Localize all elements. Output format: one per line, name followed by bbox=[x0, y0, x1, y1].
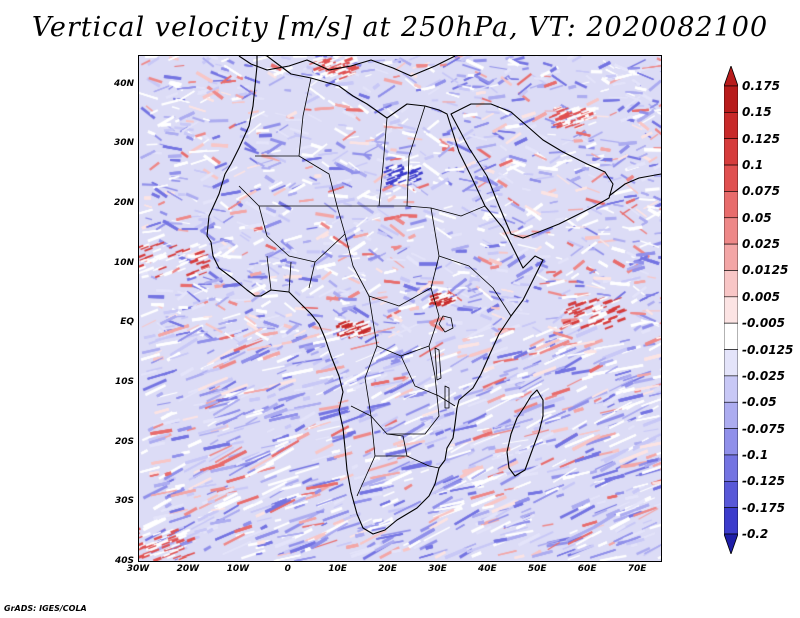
lat-tick-label: 40N bbox=[113, 78, 134, 89]
colorbar-tick-label: -0.05 bbox=[742, 395, 777, 410]
colorbar-swatch bbox=[724, 112, 738, 140]
lat-tick-label: EQ bbox=[120, 317, 134, 328]
lon-tick-label: 20W bbox=[176, 564, 200, 574]
lon-tick-label: 10W bbox=[226, 564, 250, 574]
colorbar-tick-label: -0.1 bbox=[742, 447, 769, 462]
colorbar-swatch bbox=[724, 507, 738, 535]
colorbar-tick-label: -0.175 bbox=[742, 500, 785, 515]
lat-tick-label: 20S bbox=[114, 436, 134, 447]
lat-tick-label: 10N bbox=[113, 257, 134, 268]
colorbar-tick-label: -0.2 bbox=[742, 527, 769, 541]
lon-tick-label: 70E bbox=[627, 564, 647, 574]
colorbar-tick-label: 0.025 bbox=[742, 237, 780, 252]
colorbar-tick-label: 0.05 bbox=[742, 210, 772, 225]
colorbar-swatch bbox=[724, 243, 738, 271]
madagascar-coastline bbox=[506, 389, 544, 477]
colorbar-swatch bbox=[724, 164, 738, 192]
lat-tick-label: 30N bbox=[113, 138, 134, 149]
colorbar-swatch bbox=[724, 270, 738, 298]
europe-coastline bbox=[238, 56, 456, 77]
iran-coastline bbox=[608, 173, 661, 197]
arabia-coastline bbox=[450, 103, 614, 239]
colorbar-tick-label: 0.15 bbox=[742, 105, 772, 120]
grads-credit: GrADS: IGES/COLA bbox=[4, 604, 87, 613]
lat-tick-label: 40S bbox=[114, 556, 134, 566]
lon-tick-label: 10E bbox=[328, 564, 347, 574]
colorbar-tick-label: 0.175 bbox=[742, 79, 780, 93]
colorbar-swatch bbox=[724, 428, 738, 456]
colorbar-tick-label: -0.0125 bbox=[742, 342, 794, 357]
colorbar-tick-label: -0.125 bbox=[742, 474, 785, 489]
colorbar-swatch bbox=[724, 349, 738, 377]
colorbar-swatch bbox=[724, 401, 738, 429]
lon-tick-label: 30W bbox=[126, 564, 150, 574]
colorbar-max-arrow bbox=[724, 66, 738, 87]
colorbar-tick-label: -0.025 bbox=[742, 368, 785, 383]
map-plot-area bbox=[138, 55, 662, 562]
colorbar-min-arrow bbox=[724, 533, 738, 554]
lon-tick-label: 0 bbox=[284, 564, 291, 574]
colorbar-tick-label: 0.1 bbox=[742, 158, 764, 173]
colorbar-tick-label: 0.0125 bbox=[742, 263, 789, 278]
colorbar-swatch bbox=[724, 454, 738, 482]
colorbar-swatch bbox=[724, 85, 738, 113]
colorbar-tick-label: 0.005 bbox=[742, 289, 780, 304]
colorbar bbox=[724, 66, 738, 554]
lon-tick-label: 40E bbox=[477, 564, 497, 574]
colorbar-swatch bbox=[724, 138, 738, 166]
coastlines-and-borders bbox=[206, 56, 661, 535]
lon-tick-label: 30E bbox=[428, 564, 447, 574]
vertical-velocity-field bbox=[139, 56, 661, 561]
colorbar-tick-label: 0.125 bbox=[742, 131, 780, 146]
lon-tick-label: 60E bbox=[577, 564, 597, 574]
lat-tick-label: 30S bbox=[114, 496, 134, 507]
lon-tick-label: 20E bbox=[378, 564, 397, 574]
colorbar-swatch bbox=[724, 322, 738, 350]
chart-title: Vertical velocity [m/s] at 250hPa, VT: 2… bbox=[31, 12, 769, 43]
colorbar-tick-label: -0.005 bbox=[742, 316, 785, 331]
colorbar-swatch bbox=[724, 480, 738, 508]
colorbar-swatch bbox=[724, 217, 738, 245]
colorbar-swatch bbox=[724, 375, 738, 403]
lon-tick-label: 50E bbox=[527, 564, 547, 574]
africa-coastline bbox=[206, 56, 544, 535]
colorbar-tick-label: -0.075 bbox=[742, 421, 785, 436]
lat-tick-label: 20N bbox=[113, 198, 134, 209]
colorbar-swatch bbox=[724, 296, 738, 324]
lat-tick-label: 10S bbox=[114, 377, 134, 388]
colorbar-swatch bbox=[724, 191, 738, 219]
colorbar-tick-label: 0.075 bbox=[742, 184, 780, 199]
